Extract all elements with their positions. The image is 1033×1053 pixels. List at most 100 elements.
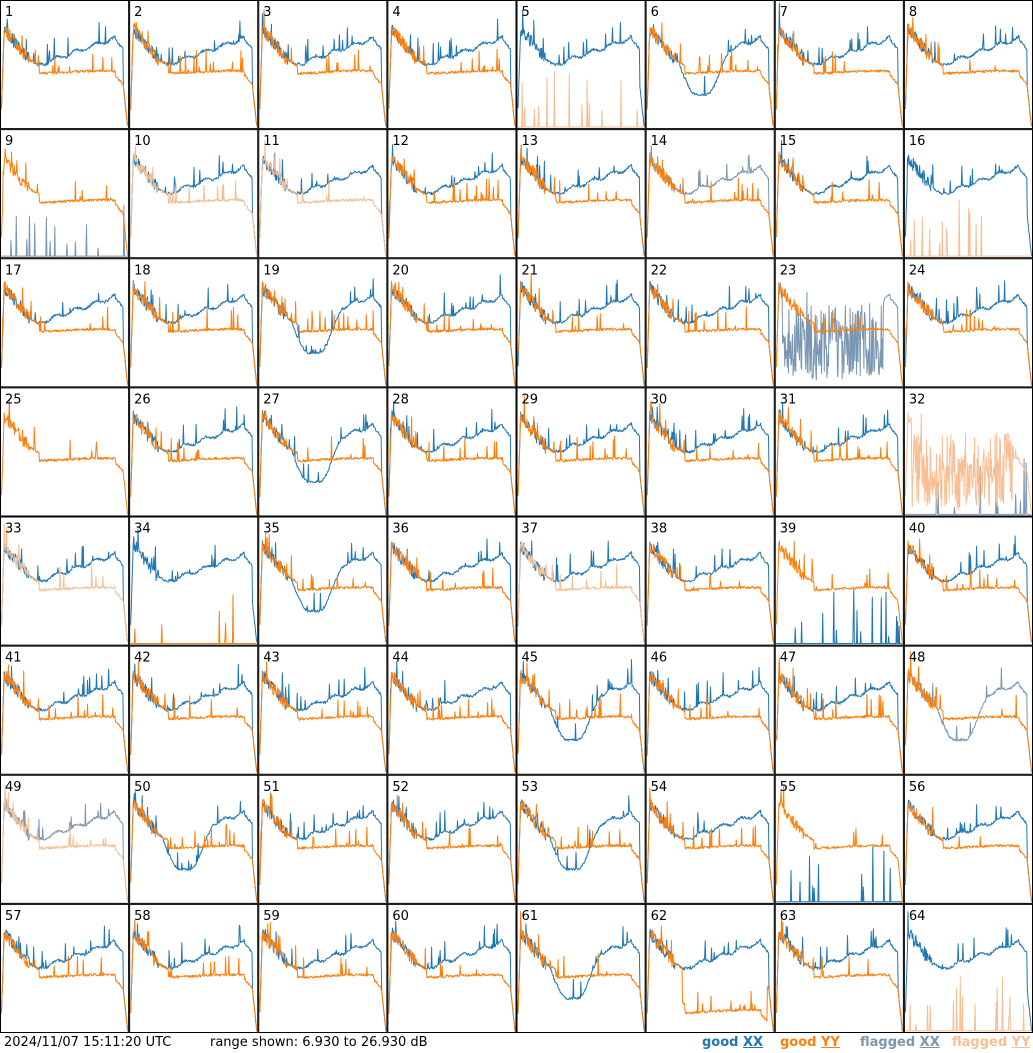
legend-state-text: flagged xyxy=(952,1035,1012,1050)
panel-28: 28 xyxy=(387,387,517,517)
panel-number: 26 xyxy=(134,392,151,407)
series-good-yy xyxy=(775,151,903,256)
panel-frame xyxy=(129,774,259,904)
panel-40: 40 xyxy=(903,516,1033,646)
series-good-yy xyxy=(646,543,774,643)
panel-5: 5 xyxy=(516,0,646,130)
series-good-xx xyxy=(646,406,774,515)
panel-frame xyxy=(129,903,259,1033)
panel-number: 16 xyxy=(909,134,926,149)
series-good-xx xyxy=(904,911,1032,1032)
panel-number: 59 xyxy=(263,909,280,924)
series-good-xx xyxy=(1,925,129,1032)
series-good-xx xyxy=(776,846,903,903)
panel-33: 33 xyxy=(0,516,130,646)
series-flagged-yy xyxy=(518,71,645,128)
panel-number: 18 xyxy=(134,263,151,278)
panel-51: 51 xyxy=(258,774,388,904)
panel-number: 3 xyxy=(263,5,271,20)
panel-frame xyxy=(774,903,904,1033)
panel-number: 28 xyxy=(392,392,409,407)
panel-22: 22 xyxy=(645,258,775,388)
series-good-yy xyxy=(775,785,903,902)
legend-good-xx: good XX xyxy=(702,1035,763,1051)
panel-58: 58 xyxy=(129,903,259,1033)
series-good-yy xyxy=(1,148,129,256)
panel-61: 61 xyxy=(516,903,646,1033)
panel-number: 43 xyxy=(263,651,280,666)
series-good-yy xyxy=(646,282,774,386)
panel-number: 17 xyxy=(5,263,22,278)
panel-number: 57 xyxy=(5,909,22,924)
series-good-xx xyxy=(130,528,258,643)
panel-frame xyxy=(903,516,1033,646)
panel-42: 42 xyxy=(129,645,259,775)
panel-number: 64 xyxy=(909,909,926,924)
panel-17: 17 xyxy=(0,258,130,388)
series-good-yy xyxy=(130,800,258,902)
series-good-yy xyxy=(259,921,387,1032)
panel-number: 40 xyxy=(909,522,926,537)
series-good-xx xyxy=(1,285,129,386)
series-good-xx xyxy=(388,18,516,127)
panel-frame xyxy=(129,258,259,388)
panel-37: 37 xyxy=(516,516,646,646)
series-flagged-xx xyxy=(775,282,903,385)
series-good-xx xyxy=(904,535,1032,643)
legend-state-text: good xyxy=(702,1035,743,1050)
panel-29: 29 xyxy=(516,387,646,517)
panel-number: 24 xyxy=(909,263,926,278)
panel-frame xyxy=(0,0,130,130)
series-good-xx xyxy=(517,795,645,902)
panel-frame xyxy=(387,0,517,130)
legend-pol-text: YY xyxy=(1011,1035,1031,1050)
panel-number: 22 xyxy=(651,263,668,278)
panel-frame xyxy=(645,516,775,646)
panel-frame xyxy=(387,903,517,1033)
panel-number: 29 xyxy=(522,392,539,407)
footer-bar: 2024/11/07 15:11:20 UTC range shown: 6.9… xyxy=(0,1033,1033,1053)
panel-54: 54 xyxy=(645,774,775,904)
legend-pol-text: XX xyxy=(919,1035,940,1050)
panel-number: 54 xyxy=(651,780,668,795)
panel-number: 7 xyxy=(780,5,788,20)
panel-63: 63 xyxy=(774,903,904,1033)
panel-number: 2 xyxy=(134,5,142,20)
panel-frame xyxy=(645,258,775,388)
panel-frame xyxy=(516,258,646,388)
panel-56: 56 xyxy=(903,774,1033,904)
panel-43: 43 xyxy=(258,645,388,775)
panel-number: 56 xyxy=(909,780,926,795)
panel-number: 36 xyxy=(392,522,409,537)
series-good-yy xyxy=(1,280,129,386)
series-flagged-yy xyxy=(517,541,645,643)
panel-number: 20 xyxy=(392,263,409,278)
panel-number: 42 xyxy=(134,651,151,666)
panel-number: 34 xyxy=(134,522,151,537)
series-flagged-yy xyxy=(905,199,1032,257)
panel-6: 6 xyxy=(645,0,775,130)
panel-7: 7 xyxy=(774,0,904,130)
series-good-yy xyxy=(517,144,645,256)
series-good-xx xyxy=(130,663,258,772)
series-good-yy xyxy=(517,800,645,902)
series-flagged-xx xyxy=(1,204,128,257)
panel-number: 39 xyxy=(780,522,797,537)
panel-frame xyxy=(387,516,517,646)
panel-frame xyxy=(0,129,130,259)
series-good-yy xyxy=(388,541,516,643)
panel-34: 34 xyxy=(129,516,259,646)
panel-number: 45 xyxy=(522,651,539,666)
series-good-yy xyxy=(388,411,516,515)
panel-10: 10 xyxy=(129,129,259,259)
panel-frame xyxy=(387,129,517,259)
panel-14: 14 xyxy=(645,129,775,259)
series-good-yy xyxy=(517,662,645,773)
panel-46: 46 xyxy=(645,645,775,775)
legend-state-text: flagged xyxy=(860,1035,920,1050)
panel-12: 12 xyxy=(387,129,517,259)
series-good-yy xyxy=(646,22,774,127)
panel-20: 20 xyxy=(387,258,517,388)
series-good-yy xyxy=(1,26,129,126)
